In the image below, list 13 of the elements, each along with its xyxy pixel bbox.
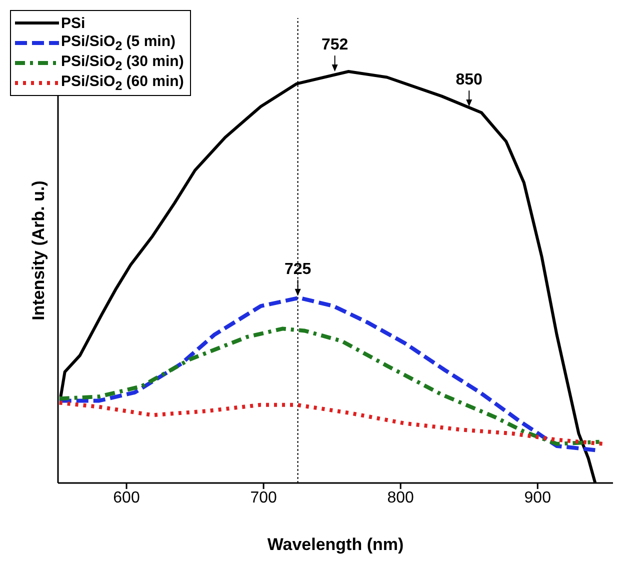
annotation: 752 xyxy=(321,36,348,54)
x-axis-title: Wavelength (nm) xyxy=(267,535,404,554)
annotation: 850 xyxy=(456,72,483,89)
x-tick-label: 700 xyxy=(250,489,277,506)
legend-label: PSi/SiO$_{2}$ (60 min) xyxy=(61,73,184,93)
x-tick-label: 600 xyxy=(113,489,140,506)
legend-label: PSi/SiO$_{2}$ (5 min) xyxy=(61,33,176,53)
annotation: 725 xyxy=(284,260,312,278)
legend-label: PSi xyxy=(61,14,86,32)
x-tick-label: 900 xyxy=(524,489,552,506)
legend-label: PSi/SiO$_{2}$ (30 min) xyxy=(61,53,184,73)
y-axis-title: Intensity (Arb. u.) xyxy=(29,180,48,320)
x-tick-label: 800 xyxy=(387,489,414,506)
